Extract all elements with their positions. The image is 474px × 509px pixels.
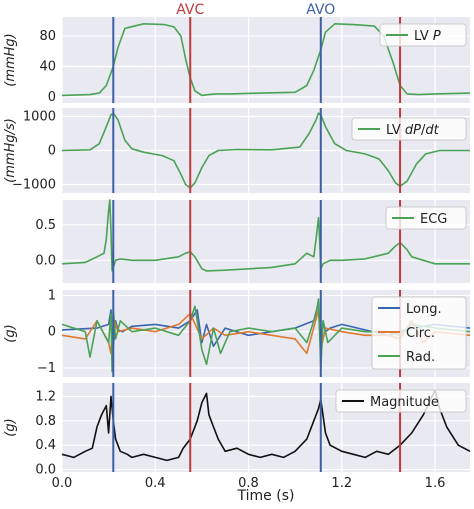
y-tick-label: 0: [48, 90, 56, 105]
legend: Magnitude: [335, 389, 467, 413]
panel-4: −1 0 1 Long. Circ. Rad. (g): [3, 288, 471, 377]
x-tick-label: 0.0: [52, 476, 73, 491]
legend: Long. Circ. Rad.: [371, 296, 467, 370]
y-axis-label: (mmHg): [3, 33, 18, 87]
panel-5: 0.0 0.4 0.8 1.2 Magnitude (g): [3, 383, 471, 478]
series-line-long-: [61, 301, 471, 351]
y-tick-label: 0.0: [35, 463, 56, 478]
y-tick-label: 0: [48, 144, 56, 159]
panel-2: −1000 0 1000 LV dP/dt (mmHg/s): [3, 108, 470, 193]
y-axis-label: (g): [3, 324, 18, 342]
y-tick-label: 0.4: [35, 438, 56, 453]
series-line-lv-dp-dt: [61, 112, 470, 189]
y-axis-label: (g): [3, 418, 18, 436]
x-tick-label: 0.8: [238, 476, 259, 491]
event-marker-label: AVO: [306, 2, 335, 18]
legend-box: [351, 117, 467, 141]
legend-label: LV P: [414, 29, 441, 44]
y-tick-label: 40: [39, 59, 56, 74]
series-line-rad-: [61, 298, 471, 373]
y-axis-label: (mmHg/s): [3, 118, 18, 183]
y-tick-label: 1: [48, 288, 56, 303]
series-line-magnitude: [61, 389, 471, 462]
y-tick-label: 0.0: [35, 253, 56, 268]
y-tick-label: 80: [39, 29, 56, 44]
panel-1: 0 40 80 LV P (mmHg): [3, 17, 471, 105]
y-tick-label: −1000: [12, 178, 56, 193]
event-marker-label: AVC: [176, 2, 204, 18]
legend-box: [371, 296, 467, 370]
series-line-lv-p: [61, 22, 471, 97]
y-tick-label: 1.2: [35, 389, 56, 404]
legend-box: [335, 389, 467, 413]
legend-label: Rad.: [406, 350, 435, 365]
series-line-ecg: [61, 199, 470, 272]
legend-box: [385, 206, 467, 230]
legend-label: Circ.: [406, 326, 435, 341]
y-tick-label: 1000: [23, 110, 56, 125]
legend-box: [379, 23, 467, 47]
legend-label: LV dP/dt: [386, 123, 440, 138]
legend: LV P: [379, 23, 467, 47]
x-tick-label: 1.6: [425, 476, 446, 491]
x-axis-label: Time (s): [237, 488, 295, 504]
legend: ECG: [385, 206, 467, 230]
x-tick-label: 1.2: [331, 476, 352, 491]
legend-label: Long.: [406, 302, 442, 317]
y-tick-label: 0.5: [35, 218, 56, 233]
legend: LV dP/dt: [351, 117, 467, 141]
y-tick-label: 0.8: [35, 414, 56, 429]
panel-3: 0.0 0.5 ECG: [35, 199, 470, 283]
legend-label: Magnitude: [370, 395, 439, 410]
legend-label: ECG: [420, 212, 447, 227]
x-tick-label: 0.4: [145, 476, 166, 491]
y-tick-label: −1: [37, 361, 56, 376]
y-tick-label: 0: [48, 325, 56, 340]
